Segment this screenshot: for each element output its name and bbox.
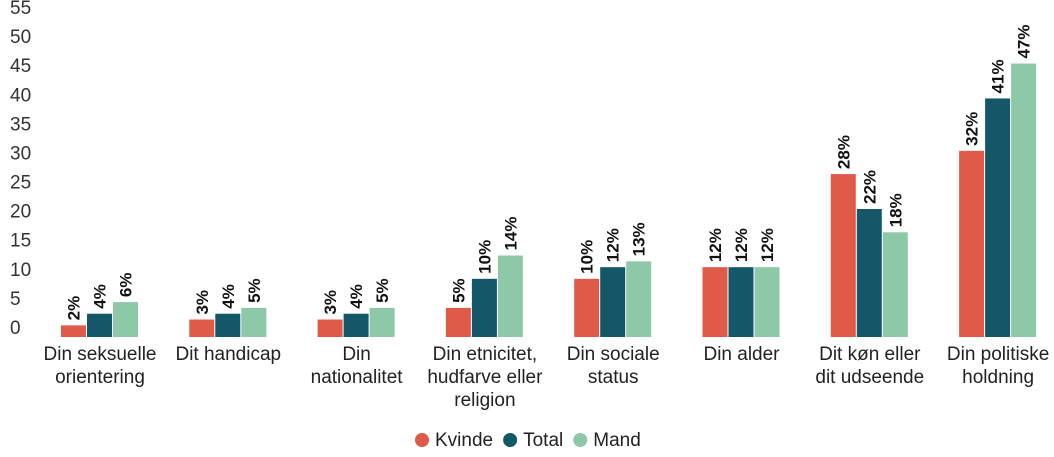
bar-total — [600, 267, 626, 337]
bar-mand — [754, 267, 780, 337]
bar-kvinde — [959, 150, 985, 337]
y-tick-label: 50 — [10, 27, 31, 48]
data-labels: 2% 3% 3% 5% 10% 12% 28% 32% 4% 4% 4% 10% 12% 12% 22% 41… — [65, 25, 1034, 321]
y-tick-label: 15 — [10, 231, 31, 252]
bar-mand — [882, 232, 908, 337]
bars — [61, 63, 1037, 337]
bar-total — [343, 313, 369, 337]
data-label: 12% — [604, 228, 623, 262]
bar-kvinde — [830, 174, 856, 337]
y-tick-label: 10 — [10, 260, 31, 281]
legend-marker-mand — [573, 433, 588, 447]
bar-mand — [626, 261, 652, 337]
bar-mand — [369, 307, 395, 337]
bar-kvinde — [317, 319, 343, 337]
category-label: dit udseende — [815, 367, 924, 388]
data-label: 5% — [373, 278, 392, 303]
bar-kvinde — [61, 325, 86, 337]
y-tick-label: 5 — [10, 289, 21, 310]
bar-kvinde — [189, 319, 215, 337]
data-label: 10% — [475, 240, 494, 274]
legend-marker-kvinde — [415, 433, 429, 447]
data-label: 4% — [219, 284, 238, 309]
y-tick-label: 55 — [10, 0, 31, 19]
bar-kvinde — [445, 307, 471, 337]
category-label: orientering — [55, 367, 145, 388]
data-label: 14% — [501, 217, 520, 251]
legend-marker-total — [503, 433, 518, 447]
data-label: 47% — [1015, 25, 1034, 59]
category-label: holdning — [962, 367, 1034, 388]
category-label: Din etnicitet, — [433, 344, 538, 365]
bar-mand — [241, 307, 267, 337]
data-label: 18% — [886, 193, 905, 227]
legend-label: Kvinde — [435, 430, 493, 451]
category-label: Dit køn eller — [819, 344, 921, 365]
y-tick-label: 45 — [10, 56, 31, 77]
y-tick-label: 35 — [10, 114, 31, 135]
data-label: 4% — [347, 284, 366, 309]
data-label: 5% — [245, 278, 264, 303]
bar-mand — [113, 302, 138, 337]
category-label: hudfarve eller — [427, 367, 543, 388]
category-label: Din alder — [703, 344, 780, 365]
legend: Kvinde Total Mand — [415, 430, 641, 451]
category-label: Din sociale — [567, 344, 660, 365]
category-label: Din seksuelle — [44, 344, 157, 365]
y-tick-label: 20 — [10, 202, 31, 223]
category-label: Din — [342, 344, 371, 365]
y-tick-label: 40 — [10, 85, 31, 106]
y-tick-label: 30 — [10, 143, 31, 164]
data-label: 22% — [860, 170, 879, 204]
data-label: 28% — [834, 135, 853, 169]
data-label: 12% — [706, 228, 725, 262]
data-label: 12% — [758, 228, 777, 262]
bar-total — [728, 267, 754, 337]
data-label: 10% — [578, 240, 597, 274]
data-label: 3% — [321, 290, 340, 315]
data-label: 13% — [630, 222, 649, 256]
bar-mand — [1011, 63, 1037, 337]
data-label: 41% — [989, 59, 1008, 93]
bar-total — [215, 313, 241, 337]
bar-total — [856, 209, 882, 337]
legend-label: Total — [523, 430, 563, 451]
bar-total — [87, 313, 112, 337]
y-axis: 0 5 10 15 20 25 30 35 40 45 50 55 — [10, 0, 31, 339]
y-tick-label: 25 — [10, 173, 31, 194]
bar-kvinde — [574, 278, 600, 337]
data-label: 3% — [193, 290, 212, 315]
legend-label: Mand — [593, 430, 641, 451]
data-label: 6% — [117, 273, 136, 298]
category-label: Din politiske — [947, 344, 1049, 365]
data-label: 2% — [65, 296, 84, 321]
category-label: nationalitet — [311, 367, 404, 388]
bar-mand — [497, 255, 523, 337]
data-label: 4% — [91, 284, 110, 309]
category-label: Dit handicap — [175, 344, 281, 365]
bar-total — [471, 278, 497, 337]
bar-kvinde — [702, 267, 728, 337]
data-label: 32% — [963, 112, 982, 146]
data-label: 12% — [732, 228, 751, 262]
category-label: religion — [454, 390, 515, 411]
y-tick-label: 0 — [10, 318, 21, 339]
data-label: 5% — [449, 278, 468, 303]
bar-total — [985, 98, 1011, 337]
category-label: status — [588, 367, 639, 388]
